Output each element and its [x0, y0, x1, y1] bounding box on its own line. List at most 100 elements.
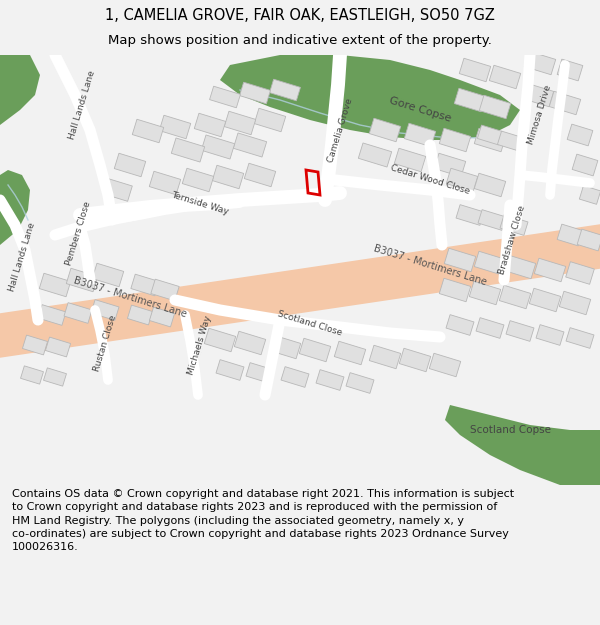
- Polygon shape: [454, 88, 486, 112]
- Polygon shape: [38, 304, 66, 326]
- Polygon shape: [299, 338, 331, 362]
- Polygon shape: [244, 163, 276, 187]
- Text: 1, CAMELIA GROVE, FAIR OAK, EASTLEIGH, SO50 7GZ: 1, CAMELIA GROVE, FAIR OAK, EASTLEIGH, S…: [105, 8, 495, 23]
- Polygon shape: [489, 65, 521, 89]
- Polygon shape: [104, 179, 132, 201]
- Polygon shape: [369, 118, 401, 142]
- Polygon shape: [239, 82, 271, 104]
- Polygon shape: [346, 372, 374, 393]
- Text: Mimosa Drive: Mimosa Drive: [527, 84, 553, 146]
- Polygon shape: [204, 328, 236, 352]
- Polygon shape: [44, 368, 67, 386]
- Polygon shape: [0, 223, 600, 359]
- Polygon shape: [172, 138, 205, 162]
- Text: Cedar Wood Close: Cedar Wood Close: [389, 164, 471, 196]
- Polygon shape: [522, 83, 554, 107]
- Text: Scotland Close: Scotland Close: [277, 309, 343, 337]
- Text: B3037 - Mortimers Lane: B3037 - Mortimers Lane: [372, 243, 488, 287]
- Text: Pembers Close: Pembers Close: [64, 200, 92, 266]
- Polygon shape: [159, 115, 191, 139]
- Polygon shape: [22, 335, 47, 355]
- Polygon shape: [66, 268, 98, 292]
- Polygon shape: [566, 328, 594, 348]
- Polygon shape: [469, 281, 501, 305]
- Polygon shape: [246, 362, 274, 383]
- Polygon shape: [233, 133, 266, 157]
- Polygon shape: [478, 125, 503, 145]
- Polygon shape: [529, 288, 561, 312]
- Polygon shape: [434, 153, 466, 177]
- Polygon shape: [474, 251, 506, 275]
- Text: Rustan Close: Rustan Close: [92, 314, 118, 372]
- Polygon shape: [369, 345, 401, 369]
- Polygon shape: [149, 171, 181, 195]
- Polygon shape: [182, 168, 214, 192]
- Polygon shape: [220, 55, 520, 140]
- Polygon shape: [557, 224, 583, 246]
- Polygon shape: [478, 209, 506, 231]
- Polygon shape: [394, 148, 426, 172]
- Polygon shape: [459, 58, 491, 82]
- Polygon shape: [91, 299, 119, 321]
- Polygon shape: [429, 353, 461, 377]
- Polygon shape: [474, 173, 506, 197]
- Text: B3037 - Mortimers Lane: B3037 - Mortimers Lane: [72, 275, 188, 319]
- Polygon shape: [224, 111, 256, 135]
- Polygon shape: [202, 135, 235, 159]
- Polygon shape: [39, 273, 71, 297]
- Polygon shape: [269, 335, 301, 359]
- Polygon shape: [524, 51, 556, 75]
- Polygon shape: [559, 291, 591, 315]
- Text: Ternside Way: Ternside Way: [170, 190, 230, 216]
- Polygon shape: [20, 366, 43, 384]
- Polygon shape: [456, 204, 484, 226]
- Polygon shape: [151, 279, 179, 301]
- Polygon shape: [194, 113, 226, 137]
- Polygon shape: [549, 91, 581, 115]
- Polygon shape: [209, 86, 241, 108]
- Polygon shape: [497, 131, 523, 151]
- Polygon shape: [566, 262, 594, 284]
- Text: Hall Lands Lane: Hall Lands Lane: [7, 221, 37, 292]
- Text: Camelia Grove: Camelia Grove: [326, 97, 354, 163]
- Polygon shape: [557, 59, 583, 81]
- Polygon shape: [64, 302, 92, 323]
- Text: Scotland Copse: Scotland Copse: [470, 425, 551, 435]
- Polygon shape: [577, 229, 600, 251]
- Polygon shape: [479, 95, 511, 119]
- Polygon shape: [536, 324, 564, 346]
- Polygon shape: [404, 123, 436, 147]
- Polygon shape: [0, 55, 40, 125]
- Text: Gore Copse: Gore Copse: [388, 96, 452, 124]
- Polygon shape: [580, 186, 600, 204]
- Polygon shape: [500, 214, 528, 236]
- Text: Contains OS data © Crown copyright and database right 2021. This information is : Contains OS data © Crown copyright and d…: [12, 489, 514, 552]
- Polygon shape: [92, 263, 124, 287]
- Polygon shape: [446, 168, 478, 192]
- Polygon shape: [281, 367, 309, 388]
- Text: Bradshaw Close: Bradshaw Close: [497, 204, 527, 276]
- Polygon shape: [572, 154, 598, 176]
- Polygon shape: [476, 318, 504, 338]
- Polygon shape: [358, 143, 392, 167]
- Polygon shape: [131, 274, 159, 296]
- Polygon shape: [114, 153, 146, 177]
- Polygon shape: [499, 285, 531, 309]
- Polygon shape: [534, 258, 566, 282]
- Polygon shape: [234, 331, 266, 355]
- Polygon shape: [439, 128, 471, 152]
- Polygon shape: [212, 165, 244, 189]
- Polygon shape: [334, 341, 366, 365]
- Polygon shape: [439, 278, 471, 302]
- Polygon shape: [444, 248, 476, 272]
- Polygon shape: [216, 359, 244, 381]
- Text: Map shows position and indicative extent of the property.: Map shows position and indicative extent…: [108, 34, 492, 47]
- Polygon shape: [445, 405, 600, 485]
- Polygon shape: [254, 108, 286, 132]
- Text: Michaels Way: Michaels Way: [187, 314, 213, 376]
- Polygon shape: [46, 337, 71, 357]
- Polygon shape: [399, 348, 431, 372]
- Polygon shape: [504, 255, 536, 279]
- Polygon shape: [446, 314, 474, 336]
- Polygon shape: [269, 79, 301, 101]
